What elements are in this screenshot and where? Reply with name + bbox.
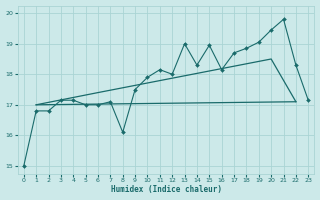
X-axis label: Humidex (Indice chaleur): Humidex (Indice chaleur) (110, 185, 221, 194)
